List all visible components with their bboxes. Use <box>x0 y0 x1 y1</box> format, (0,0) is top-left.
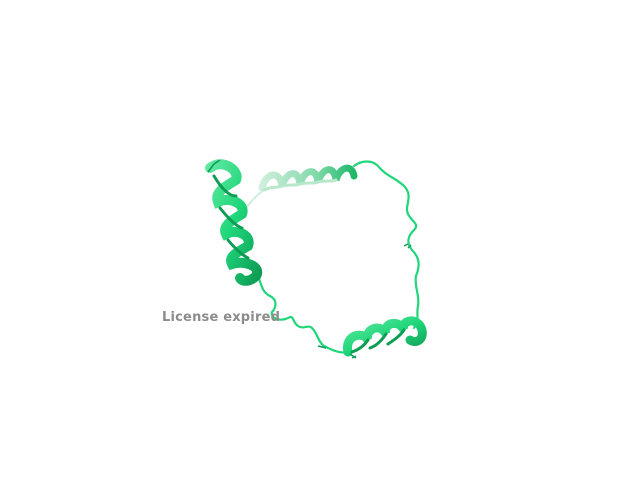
helix-bottom <box>342 316 427 359</box>
loop-lower-left <box>256 274 350 354</box>
license-expired-watermark: License expired <box>162 310 281 325</box>
helix-top <box>258 164 358 192</box>
loop-right <box>352 160 420 330</box>
helix-left <box>205 159 263 286</box>
faint-loop <box>245 189 265 209</box>
